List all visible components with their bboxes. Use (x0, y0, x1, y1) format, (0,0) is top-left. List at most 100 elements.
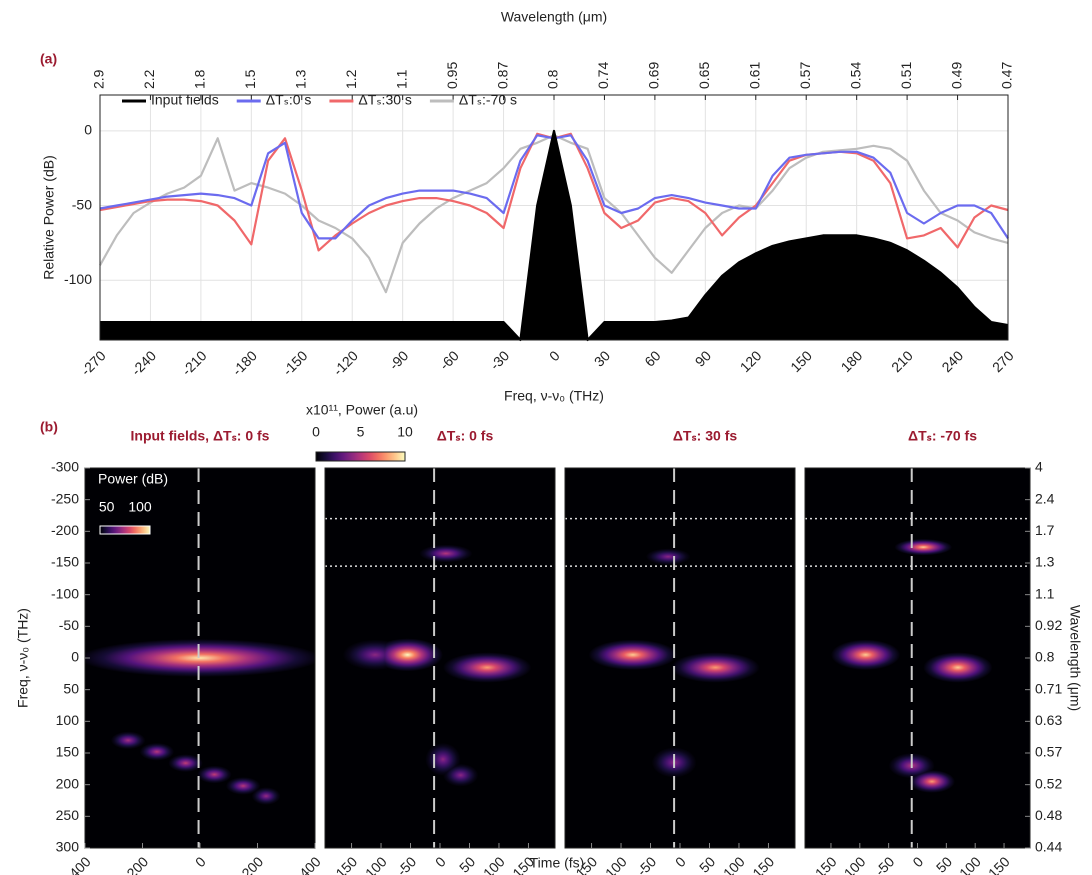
x-tick-label: -270 (78, 347, 109, 378)
panel-title: ΔTₛ: 0 fs (437, 428, 494, 444)
x-tick-label: 50 (456, 853, 478, 875)
x-tick-label: 90 (692, 347, 714, 369)
y-tick-label: -100 (51, 585, 79, 601)
x2-tick-label: 0.87 (494, 62, 510, 89)
x-tick-label: 150 (787, 347, 815, 375)
x2-tick-label: 2.9 (91, 69, 107, 89)
x2-tick-label: 1.5 (242, 69, 258, 89)
y-axis-label: Freq, ν-ν₀ (THz) (15, 608, 31, 708)
y-axis-label: Relative Power (dB) (41, 155, 57, 280)
x-tick-label: -50 (634, 853, 660, 875)
x-tick-label: 60 (641, 347, 663, 369)
y-tick-label: 0 (71, 649, 79, 665)
y-tick-label: 150 (56, 744, 80, 760)
y2-tick-label: 0.52 (1035, 775, 1062, 791)
y-tick-label: -200 (51, 522, 79, 538)
x2-tick-label: 2.2 (141, 69, 157, 89)
panel-label: (a) (40, 51, 57, 67)
heat-blob (419, 544, 473, 563)
y2-tick-label: 1.1 (1035, 585, 1055, 601)
heat-blob (442, 763, 479, 787)
heat-blob (85, 639, 315, 677)
x-tick-label: 0 (192, 853, 209, 870)
y-tick-label: -50 (72, 196, 92, 212)
heat-blob (830, 639, 901, 671)
x-tick-label: -100 (837, 853, 868, 875)
heat-blob (225, 777, 261, 795)
heat-blob (894, 538, 953, 556)
y2-tick-label: 4 (1035, 459, 1043, 475)
heat-blob (588, 639, 678, 671)
y2-tick-label: 0.48 (1035, 807, 1062, 823)
colorbar-label: x10¹¹, Power (a.u) (306, 402, 418, 418)
colorbar-label: Power (dB) (98, 471, 168, 487)
colorbar-tick-label: 5 (357, 424, 365, 440)
x-tick-label: 150 (985, 853, 1013, 875)
heat-blob (139, 742, 175, 761)
heat-blob (197, 765, 232, 784)
x-tick-label: 50 (696, 853, 718, 875)
x-tick-label: 120 (737, 347, 765, 375)
x-tick-label: -100 (599, 853, 630, 875)
heat-blob (168, 754, 203, 773)
y-tick-label: -250 (51, 490, 79, 506)
x-tick-label: 240 (938, 347, 966, 375)
x2-tick-label: 0.51 (898, 62, 914, 89)
heatmap (342, 544, 532, 787)
y-tick-label: 0 (84, 122, 92, 138)
x-tick-label: -200 (120, 853, 151, 875)
y-tick-label: -50 (59, 617, 79, 633)
y2-tick-label: 0.63 (1035, 712, 1062, 728)
x-tick-label: 180 (838, 347, 866, 375)
heat-blob (372, 638, 443, 672)
y2-tick-label: 0.44 (1035, 839, 1062, 855)
x2-axis-label: Wavelength (μm) (501, 9, 607, 25)
x-tick-label: -150 (809, 853, 840, 875)
heat-blob (442, 652, 532, 683)
y2-tick-label: 0.92 (1035, 617, 1062, 633)
x-tick-label: -60 (436, 347, 462, 373)
colorbar-tick-label: 10 (397, 424, 413, 440)
x-tick-label: 30 (591, 347, 613, 369)
y-tick-label: -300 (51, 459, 79, 475)
x-tick-label: 100 (956, 853, 984, 875)
x-tick-label: -100 (359, 853, 390, 875)
y-tick-label: 50 (63, 680, 79, 696)
x-tick-label: 0 (909, 853, 926, 870)
legend-label: Input fields (151, 92, 219, 108)
panel-label: (b) (40, 419, 58, 435)
x-tick-label: -180 (229, 347, 260, 378)
heat-blob (923, 652, 993, 683)
x-tick-label: -400 (63, 853, 94, 875)
y2-tick-label: 1.3 (1035, 554, 1055, 570)
colorbar-tick-label: 100 (128, 499, 152, 515)
x-tick-label: -240 (128, 347, 159, 378)
y-tick-label: 250 (56, 807, 80, 823)
heat-blob (671, 652, 760, 683)
x-tick-label: -30 (487, 347, 513, 373)
x-tick-label: -210 (178, 347, 209, 378)
x-tick-label: -150 (279, 347, 310, 378)
y-tick-label: -150 (51, 554, 79, 570)
x2-tick-label: 0.65 (696, 62, 712, 89)
x2-tick-label: 0.49 (948, 62, 964, 89)
x-tick-label: -90 (386, 347, 412, 373)
colorbar-tick-label: 50 (99, 499, 115, 515)
x-tick-label: 100 (480, 853, 508, 875)
x-tick-label: 270 (989, 347, 1017, 375)
x-axis-label: Time (fs) (530, 855, 585, 871)
x-tick-label: 100 (720, 853, 748, 875)
x2-tick-label: 0.57 (797, 62, 813, 89)
y2-tick-label: 2.4 (1035, 490, 1055, 506)
panel-title: ΔTₛ: -70 fs (908, 428, 977, 444)
y-tick-label: 300 (56, 839, 80, 855)
series-area (100, 130, 1008, 340)
x2-tick-label: 1.8 (192, 69, 208, 89)
x2-tick-label: 1.2 (343, 69, 359, 89)
x2-tick-label: 0.61 (746, 62, 762, 89)
plot-frame (99, 94, 1009, 341)
x-tick-label: -50 (872, 853, 898, 875)
x2-tick-label: 0.47 (999, 62, 1015, 89)
x-tick-label: -120 (330, 347, 361, 378)
